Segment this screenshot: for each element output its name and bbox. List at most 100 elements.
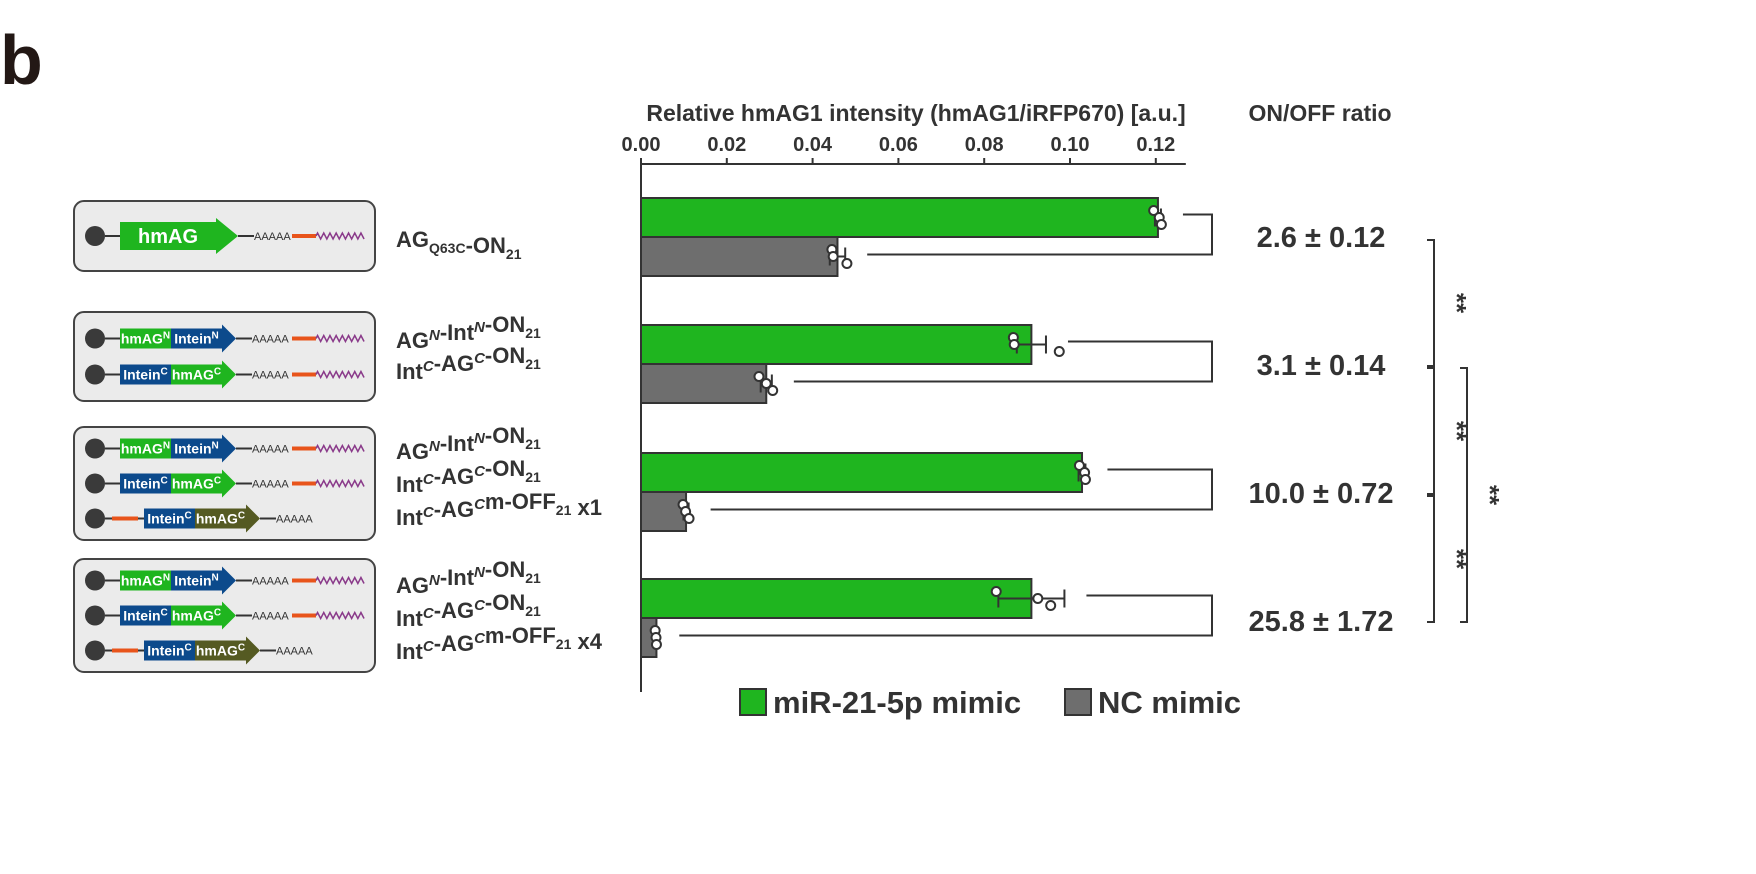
polya-label: AAAAA: [252, 444, 289, 456]
gene-label: hmAGN: [121, 441, 170, 457]
construct-label: IntC-AGC-ON21: [396, 456, 541, 497]
gene-label-sup: C: [214, 608, 221, 619]
construct-label-part: N: [474, 319, 486, 336]
construct-label-part: N: [429, 327, 441, 344]
gene-label: hmAGN: [121, 573, 170, 589]
significance-label: **: [1442, 549, 1472, 570]
construct-label-part: -ON: [485, 312, 525, 337]
construct-label-part: -ON: [485, 456, 525, 481]
panel-label: b: [0, 21, 43, 99]
bar-nc: [640, 363, 768, 404]
gene-label: hmAGC: [196, 511, 245, 527]
construct-label-part: C: [474, 630, 486, 647]
data-point: [827, 251, 839, 262]
polya-tail: [315, 443, 365, 454]
construct-label-part: -ON: [466, 233, 506, 258]
construct-label: AGQ63C-ON21: [396, 227, 522, 262]
gene-label: InteinC: [147, 643, 192, 659]
gene-block: [120, 605, 171, 626]
construct-label: IntC-AGCm-OFF21 x1: [396, 489, 602, 530]
construct-label-part: C: [423, 605, 435, 622]
mrna-row: InteinC hmAGC AAAAA: [85, 504, 313, 533]
gene-label-sup: N: [163, 331, 170, 342]
gene-label: hmAGN: [121, 331, 170, 347]
mrna-row: hmAGN InteinN AAAAA: [85, 566, 365, 595]
arrow-head: [222, 566, 236, 595]
gene-label-sup: C: [214, 476, 221, 487]
construct-label-part: AG: [396, 439, 429, 464]
construct-label-part: 21: [556, 502, 572, 518]
arrow-head: [216, 218, 238, 254]
legend-label: miR-21-5p mimic: [773, 685, 1021, 720]
on-off-ratio: 2.6 ± 0.12: [1257, 222, 1386, 254]
gene-label: hmAGC: [196, 643, 245, 659]
x-tick-label: 0.06: [879, 134, 918, 156]
construct-label-part: N: [429, 438, 441, 455]
ratio-bracket: [679, 594, 1213, 637]
mrna-row: InteinC hmAGC AAAAA: [85, 601, 365, 630]
gene-block: [195, 640, 247, 661]
construct-label-part: C: [423, 471, 435, 488]
legend-swatch: [1064, 688, 1092, 716]
arrow-head: [222, 360, 236, 389]
gene-label-sup: N: [212, 331, 219, 342]
gene-block: [195, 508, 247, 529]
construct-label-part: C: [423, 358, 435, 375]
significance-bracket: [1460, 367, 1468, 623]
polya-label: AAAAA: [276, 514, 313, 526]
data-point: [990, 586, 1002, 597]
polya-label: AAAAA: [252, 611, 289, 623]
ratio-bracket: [710, 468, 1213, 511]
construct-box: [73, 311, 376, 402]
construct-label-part: -AG: [434, 464, 474, 489]
construct-label-part: x4: [571, 629, 602, 654]
gene-label: InteinC: [123, 476, 168, 492]
bar-nc: [640, 236, 839, 277]
on-off-ratio: 10.0 ± 0.72: [1249, 478, 1394, 510]
data-point: [760, 378, 772, 389]
gene-label-sup: N: [163, 441, 170, 452]
arrow-head: [222, 469, 236, 498]
gene-label-sup: C: [161, 476, 168, 487]
construct-label-part: 21: [525, 436, 541, 452]
data-point: [1079, 474, 1091, 485]
data-point: [1045, 600, 1057, 611]
gene-label: InteinN: [174, 573, 219, 589]
arrow-head: [246, 504, 260, 533]
construct-label-part: AG: [396, 573, 429, 598]
data-point: [650, 639, 662, 650]
gene-block: [120, 364, 171, 385]
gene-block: [120, 570, 171, 591]
gene-block: [144, 640, 195, 661]
significance-bracket: [1427, 367, 1435, 495]
construct-label: AGN-IntN-ON21: [396, 557, 541, 598]
significance-label: **: [1442, 421, 1472, 442]
gene-label-sup: C: [238, 643, 245, 654]
cap-icon: [85, 438, 105, 459]
significance-bracket: [1427, 495, 1435, 623]
cap-icon: [85, 328, 105, 349]
ratio-bracket: [793, 340, 1213, 383]
construct-label-part: Int: [396, 505, 424, 530]
construct-label-part: AG: [396, 227, 429, 252]
construct-label-part: 21: [525, 570, 541, 586]
significance-bracket: [1427, 239, 1435, 367]
gene-label: InteinN: [174, 331, 219, 347]
bar-mir: [640, 197, 1159, 238]
polya-label: AAAAA: [254, 231, 291, 243]
gene-label: InteinC: [123, 367, 168, 383]
bar-mir: [640, 324, 1033, 365]
construct-label-part: 21: [525, 469, 541, 485]
construct-label: IntC-AGC-ON21: [396, 343, 541, 384]
bar-nc: [640, 491, 688, 532]
construct-label-part: 21: [525, 325, 541, 341]
construct-label-part: C: [423, 638, 435, 655]
mrna-row: InteinC hmAGC AAAAA: [85, 360, 365, 389]
data-point: [753, 371, 765, 382]
construct-label-part: C: [474, 496, 486, 513]
construct-label-part: m-OFF: [485, 623, 556, 648]
data-point: [841, 258, 853, 269]
gene-block: [171, 328, 223, 349]
bar-mir: [640, 452, 1084, 493]
polya-tail: [315, 478, 365, 489]
